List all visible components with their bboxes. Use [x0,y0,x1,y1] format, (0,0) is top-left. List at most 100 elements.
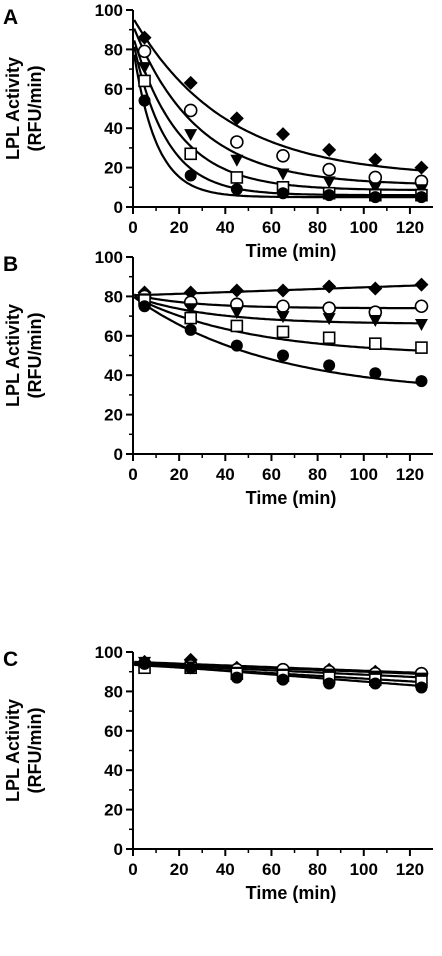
panel-a-y-tick-label: 40 [104,119,123,138]
panel-b-y-axis-title-line: LPL Activity [3,304,23,407]
panel-b-y-axis-title-line: (RFU/min) [25,313,45,399]
panel-a-letter: A [3,6,18,29]
panel-b-series-1-point [183,285,198,300]
panel-c-y-tick-label: 40 [104,761,123,780]
panel-c-y-tick-label: 80 [104,682,123,701]
panel-b-series-3-point [230,307,244,320]
panel-c-series-5-point [323,677,336,690]
panel-c-x-axis-title: Time (min) [246,883,337,903]
panel-a-series-1-point [322,142,337,157]
panel-a-series-5-point [138,94,151,107]
panel-a-series-4-point [184,147,197,161]
panel-b-x-tick-label: 40 [216,465,235,484]
panel-b-series-5-point [323,359,336,372]
panel-a-series-5-point [415,191,428,204]
panel-a-series-3-point [230,154,244,167]
panel-a-series-3-point [184,129,198,142]
panel-b: B 0 20 40 60 80 100 0 20 40 60 80 100 120 Time (min) LP… [3,248,433,508]
panel-b-y-tick-label: 60 [104,327,123,346]
panel-c-y-axis-title-line: (RFU/min) [25,708,45,794]
panel-b-series-1-point [229,283,244,298]
panel-b-series-3-point [322,313,336,326]
panel-a-series-2-point [137,44,152,59]
panel-a-series-2-point [276,148,290,163]
panel-a-series-5-point [323,189,336,202]
panel-b-series-5-point [184,323,197,336]
panel-b-series-4-point [276,325,290,339]
panel-b-y-tick-label: 0 [114,445,123,464]
panel-b-series-4-point [322,331,336,345]
panel-a-series-4-point [138,74,151,88]
panel-c-series-5-point [184,661,197,674]
panel-a-y-axis-title-line: LPL Activity [3,57,23,160]
panel-a-x-tick-label: 60 [262,218,281,237]
panel-c-letter: C [3,648,18,671]
panel-a-x-tick-label: 80 [308,218,327,237]
panel-b-y-tick-label: 40 [104,366,123,385]
panel-b-series-1-point [322,279,337,294]
panel-a: A 0 20 40 60 80 100 0 20 40 60 80 100 120 Time (min) LP… [3,1,433,261]
panel-b-letter: B [3,253,18,276]
panel-a-y-tick-label: 20 [104,159,123,178]
panel-a-y-tick-label: 100 [95,1,123,20]
panel-b-series-1-point [414,277,429,292]
panel-c-y-tick-label: 20 [104,801,123,820]
panel-a-x-axis-title: Time (min) [246,241,337,261]
panel-a-series-3-point [276,168,290,181]
panel-b-series-5-point [415,375,428,388]
panel-b-series-1-point [368,281,383,296]
panel-b-x-tick-label: 60 [262,465,281,484]
panel-b-x-tick-label: 0 [128,465,137,484]
panel-b-series-2-point [322,301,336,316]
panel-c-x-tick-label: 40 [216,860,235,879]
panel-c-y-tick-label: 100 [95,643,123,662]
panel-a-y-axis-title-line: (RFU/min) [25,66,45,152]
panel-a-series-5-point [369,191,382,204]
panel-a-y-tick-label: 80 [104,40,123,59]
panel-b-series-3-point [184,303,198,316]
panel-c-x-tick-label: 100 [350,860,378,879]
panel-a-series-5-point [230,183,243,196]
panel-b-y-tick-label: 100 [95,248,123,267]
panel-b-y-tick-label: 20 [104,406,123,425]
panel-c-x-tick-label: 80 [308,860,327,879]
panel-b-series-3-point [368,315,382,328]
panel-a-series-1-point [229,111,244,126]
panel-a-series-1-point [183,75,198,90]
panel-c-x-tick-label: 0 [128,860,137,879]
panel-b-x-tick-label: 120 [396,465,424,484]
panel-b-series-5-point [230,339,243,352]
panel-a-series-2-point [230,135,244,149]
panel-a-series-1-point [368,152,383,167]
panel-a-y-tick-label: 60 [104,80,123,99]
panel-a-y-tick-label: 0 [114,198,123,217]
panel-b-x-tick-label: 20 [170,465,189,484]
panel-a-series-3-point [368,182,382,195]
panel-a-series-2-point [183,103,198,118]
panel-a-x-tick-label: 40 [216,218,235,237]
panel-b-series-4-point [230,319,244,333]
panel-b-series-1-point [276,283,290,298]
panel-b-series-5-point [277,349,289,362]
panel-a-series-5-point [184,169,197,182]
panel-c-series-5-point [277,673,289,686]
panel-c-x-tick-label: 20 [170,860,189,879]
panel-a-x-tick-label: 20 [170,218,189,237]
panel-c-series-5-point [415,681,428,694]
panel-a-series-2-point [322,162,336,177]
panel-b-series-4-point [369,337,382,350]
panel-c-series-5-point [230,671,243,684]
panel-a-x-tick-label: 120 [396,218,424,237]
panel-b-x-axis-title: Time (min) [246,488,337,508]
panel-a-series-1-point [276,127,290,142]
panel-a-series-4-point [230,171,244,184]
panel-b-x-tick-label: 100 [350,465,378,484]
panel-b-series-5-point [138,300,151,313]
panel-c-series-5-point [369,677,382,690]
panel-c: C 0 20 40 60 80 100 0 20 40 60 80 100 120 Time (min) LP… [3,643,433,903]
panel-b-series-3-point [414,318,428,331]
panel-c-series-5-point [138,657,151,670]
panel-b-series-2-point [414,299,429,314]
panel-c-x-tick-label: 120 [396,860,424,879]
panel-a-series-2-point [368,170,383,185]
